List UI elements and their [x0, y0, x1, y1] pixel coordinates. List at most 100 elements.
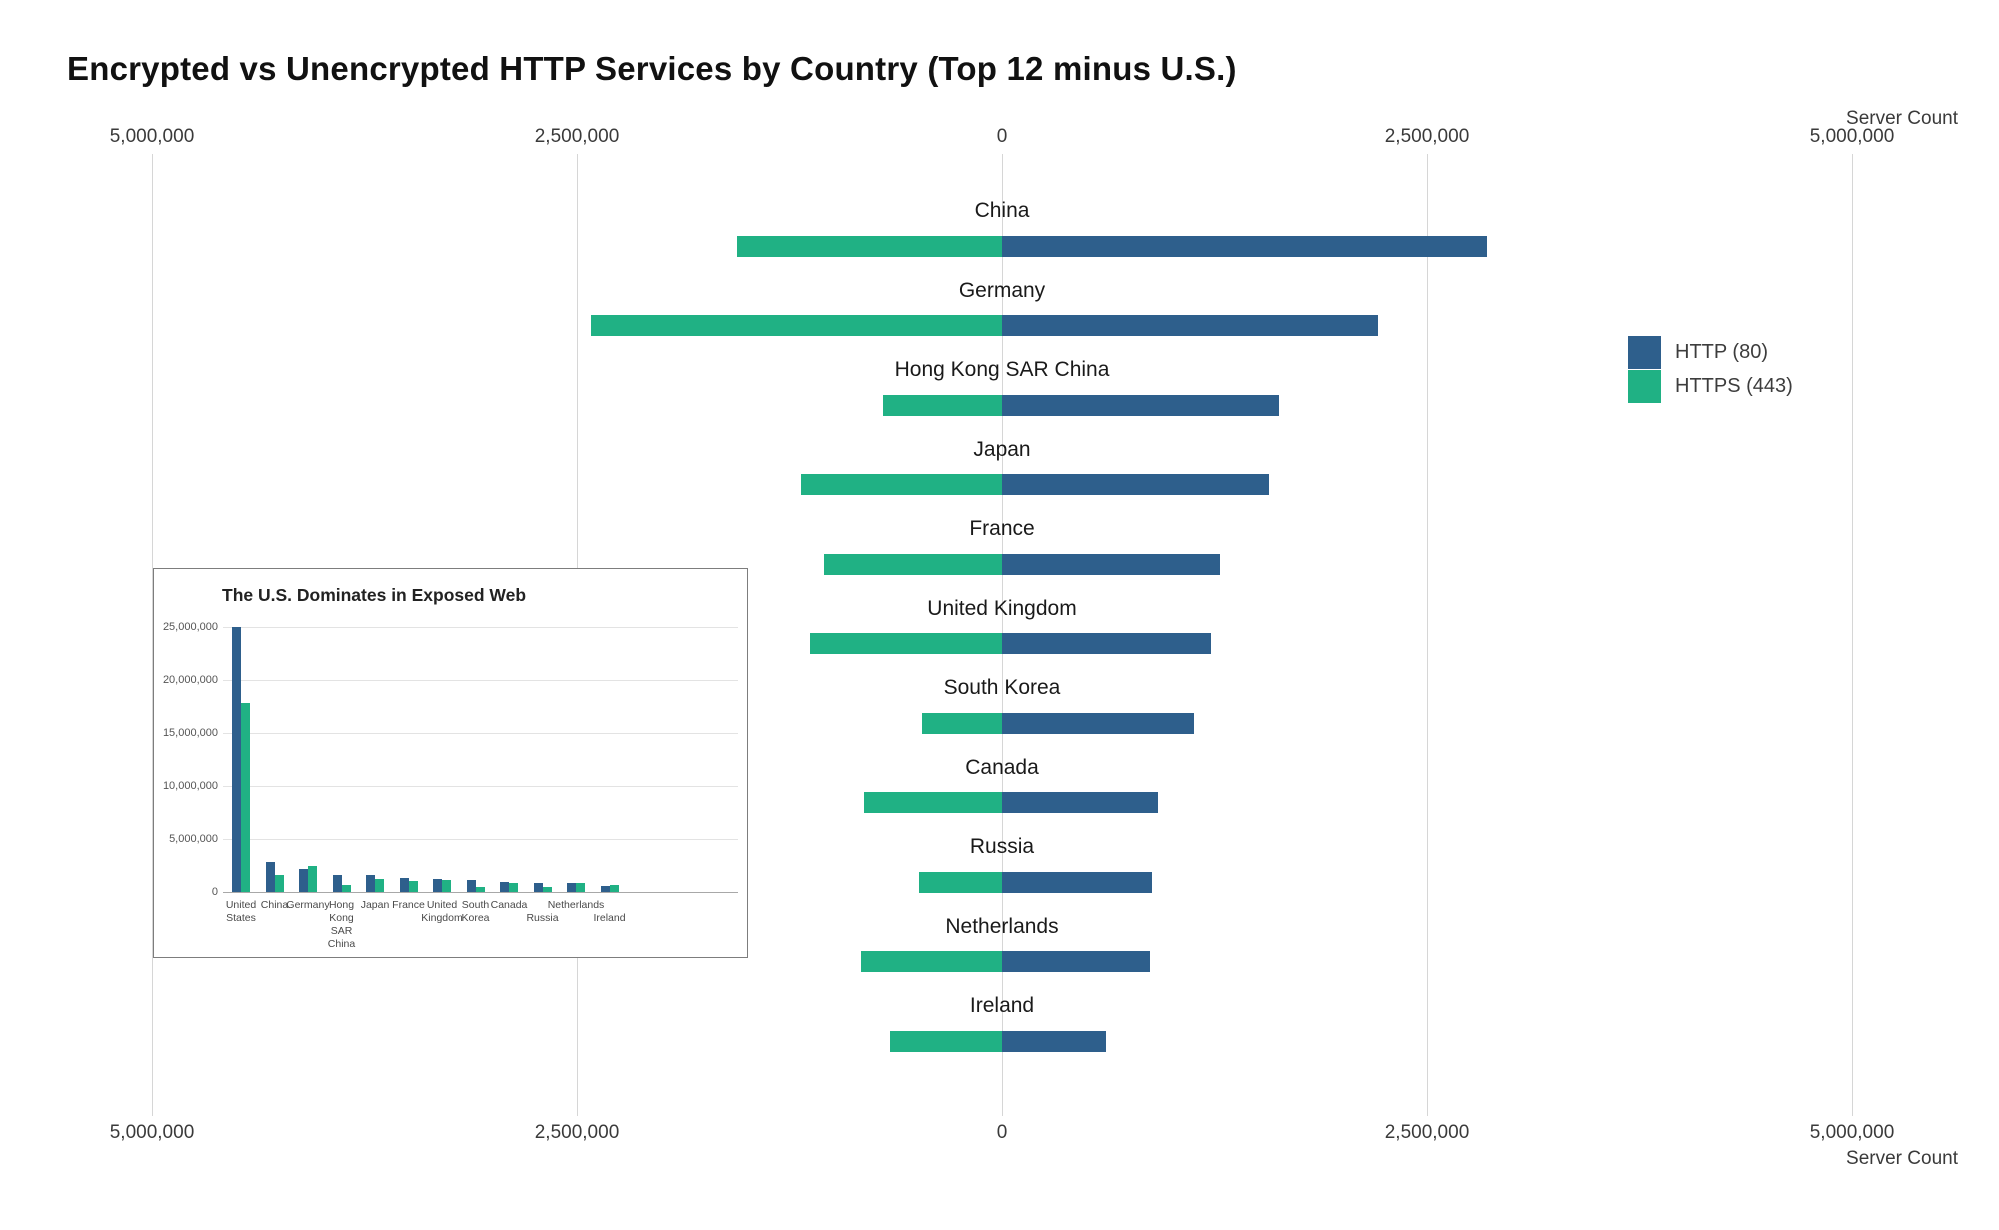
x-tick-bottom-3: 2,500,000 — [1384, 1122, 1470, 1143]
inset-gridline-3 — [223, 733, 738, 734]
bar-http-china — [1002, 235, 1487, 257]
inset-bar-http-united-kingdom — [433, 878, 442, 892]
bar-http-netherlands — [1002, 951, 1150, 972]
bar-http-south-korea — [1002, 712, 1195, 734]
inset-bar-https-hong-kong-sar-china — [341, 884, 351, 892]
legend-label-https: HTTPS (443) — [1675, 374, 1793, 397]
inset-bar-https-netherlands — [576, 883, 585, 892]
inset-bar-http-russia — [533, 882, 543, 892]
x-tick-top-4: 5,000,000 — [1809, 126, 1895, 147]
bar-https-china — [736, 235, 1002, 257]
inset-y-tick-0: 0 — [211, 886, 218, 898]
inset-x-tick-ireland: Ireland — [593, 912, 626, 924]
inset-chart: The U.S. Dominates in Exposed Web 0 5,000… — [153, 568, 748, 958]
bar-http-united-kingdom — [1002, 633, 1212, 654]
inset-x-tick-france: France — [392, 899, 425, 911]
inset-gridline-2 — [223, 786, 738, 787]
inset-gridline-1 — [223, 839, 738, 840]
x-tick-bottom-2: 0 — [996, 1122, 1008, 1143]
inset-bar-http-germany — [299, 868, 308, 892]
inset-bar-http-france — [399, 878, 409, 892]
inset-bar-http-ireland — [600, 885, 610, 892]
inset-x-tick-united-states: United States — [225, 899, 257, 924]
inset-bar-http-hong-kong-sar-china — [332, 874, 342, 892]
bar-http-canada — [1002, 792, 1159, 813]
country-label-united-kingdom: United Kingdom — [927, 596, 1077, 620]
inset-y-tick-1: 5,000,000 — [169, 833, 218, 845]
inset-gridline-5 — [223, 627, 738, 628]
inset-bar-https-japan — [375, 879, 384, 892]
legend-label-http: HTTP (80) — [1675, 340, 1768, 363]
x-tick-top-3: 2,500,000 — [1384, 126, 1470, 147]
inset-bar-https-russia — [542, 886, 552, 892]
inset-y-tick-2: 10,000,000 — [162, 780, 218, 792]
bar-http-ireland — [1002, 1030, 1106, 1052]
inset-bar-https-china — [274, 875, 284, 892]
inset-x-tick-canada: Canada — [490, 899, 528, 911]
country-label-china: China — [974, 199, 1030, 222]
x-tick-top-2: 0 — [996, 126, 1008, 147]
country-label-south-korea: South Korea — [943, 676, 1061, 699]
gridline-4 — [1852, 154, 1853, 1116]
bar-https-ireland — [889, 1030, 1002, 1052]
legend: HTTP (80) HTTPS (443) — [1628, 335, 1793, 403]
legend-swatch-http — [1628, 335, 1661, 369]
country-label-canada: Canada — [965, 755, 1039, 779]
bar-https-france — [823, 553, 1002, 575]
inset-x-tick-united-kingdom: United Kingdom — [421, 899, 463, 924]
inset-x-tick-germany: Germany — [286, 899, 330, 911]
country-label-hong-kong-sar-china: Hong Kong SAR China — [894, 358, 1110, 381]
x-tick-bottom-4: 5,000,000 — [1809, 1122, 1895, 1143]
bar-http-hong-kong-sar-china — [1002, 394, 1280, 416]
inset-x-tick-china: China — [260, 899, 289, 911]
axis-title-bottom: Server Count — [1846, 1148, 1958, 1169]
inset-x-tick-netherlands: Netherlands — [547, 899, 605, 911]
bar-http-germany — [1002, 315, 1378, 336]
axis-title-top: Server Count — [1846, 108, 1958, 129]
inset-chart-title: The U.S. Dominates in Exposed Web — [222, 585, 527, 605]
inset-gridline-0 — [223, 892, 738, 893]
inset-bar-http-japan — [366, 875, 375, 892]
inset-x-tick-hong-kong-sar-china: Hong Kong SAR China — [327, 899, 356, 950]
inset-bar-http-south-korea — [466, 880, 476, 892]
inset-bar-http-united-states — [232, 627, 241, 892]
inset-bar-https-canada — [509, 883, 518, 892]
bar-https-united-kingdom — [809, 633, 1002, 654]
x-tick-bottom-1: 2,500,000 — [534, 1122, 620, 1143]
country-label-germany: Germany — [958, 278, 1046, 302]
inset-x-tick-japan: Japan — [360, 899, 390, 911]
inset-x-tick-south-korea: South Korea — [461, 899, 490, 924]
inset-bar-http-netherlands — [567, 882, 576, 892]
inset-bar-https-germany — [308, 866, 317, 892]
inset-bar-https-south-korea — [475, 887, 485, 892]
bar-https-hong-kong-sar-china — [883, 394, 1002, 416]
country-label-ireland: Ireland — [969, 994, 1035, 1017]
gridline-3 — [1427, 154, 1428, 1116]
inset-gridline-4 — [223, 680, 738, 681]
inset-x-tick-russia: Russia — [526, 912, 559, 924]
legend-swatch-https — [1628, 369, 1661, 403]
inset-bar-http-china — [265, 861, 275, 892]
bar-https-germany — [590, 315, 1002, 336]
country-label-netherlands: Netherlands — [945, 914, 1059, 938]
bar-https-netherlands — [860, 951, 1002, 972]
country-label-russia: Russia — [969, 835, 1035, 858]
legend-item-http: HTTP (80) — [1628, 335, 1793, 369]
bar-https-japan — [801, 474, 1002, 495]
country-label-japan: Japan — [973, 437, 1031, 461]
x-tick-bottom-0: 5,000,000 — [109, 1122, 195, 1143]
bar-http-russia — [1002, 871, 1152, 893]
bar-http-japan — [1002, 474, 1269, 495]
inset-y-tick-4: 20,000,000 — [162, 674, 218, 686]
bar-https-russia — [918, 871, 1002, 893]
inset-bar-https-france — [408, 880, 418, 892]
legend-item-https: HTTPS (443) — [1628, 369, 1793, 403]
bar-http-france — [1002, 553, 1220, 575]
bar-https-south-korea — [922, 712, 1002, 734]
inset-bar-http-canada — [500, 882, 509, 892]
inset-y-tick-3: 15,000,000 — [162, 727, 218, 739]
page-title: Encrypted vs Unencrypted HTTP Services b… — [67, 50, 1237, 87]
inset-bar-https-ireland — [609, 885, 619, 892]
gridline-0 — [152, 154, 153, 1116]
